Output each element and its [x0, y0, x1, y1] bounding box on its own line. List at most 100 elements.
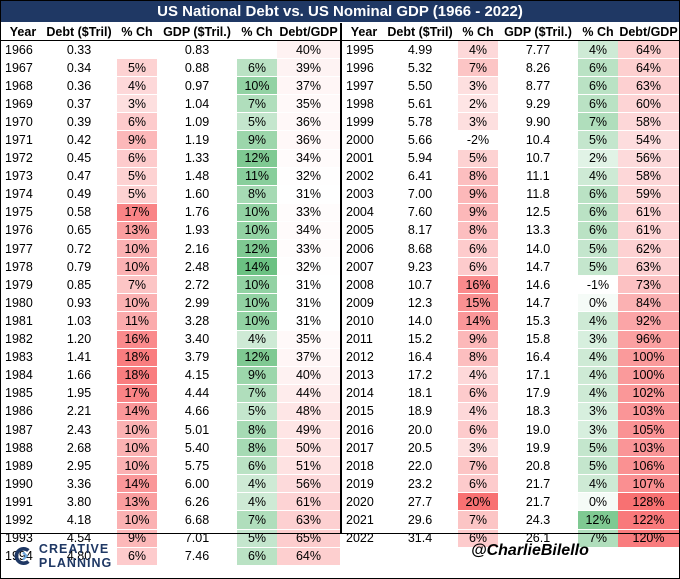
table-row: 2017 20.5 3% 19.9 5% 103% — [342, 438, 679, 458]
cell-gdp-pct: 10% — [237, 311, 277, 331]
header-row: Year Debt ($Tril) % Ch GDP ($Tril.) % Ch… — [1, 23, 340, 41]
cell-debt-gdp: 35% — [277, 330, 340, 349]
cell-gdp-pct — [237, 40, 277, 60]
header-debt-pct: % Ch — [458, 23, 498, 41]
cell-debt: 14.0 — [382, 311, 458, 331]
cell-debt-gdp: 31% — [277, 293, 340, 313]
cell-debt-gdp: 33% — [277, 203, 340, 222]
cell-gdp-pct: 4% — [237, 330, 277, 349]
cell-debt: 0.36 — [41, 76, 117, 96]
cell-gdp: 19.9 — [498, 438, 578, 458]
cell-debt: 0.37 — [41, 94, 117, 114]
cell-debt-gdp: 44% — [277, 384, 340, 403]
cell-debt: 0.45 — [41, 149, 117, 168]
cell-debt-pct: 14% — [117, 402, 157, 421]
cell-debt-gdp: 64% — [618, 40, 679, 60]
table-row: 1972 0.45 6% 1.33 12% 34% — [1, 149, 340, 168]
cell-debt: 5.61 — [382, 94, 458, 114]
cell-debt-gdp: 61% — [618, 203, 679, 222]
cell-gdp: 3.79 — [157, 348, 237, 367]
cell-debt: 4.80 — [41, 547, 117, 566]
table-row: 2007 9.23 6% 14.7 5% 63% — [342, 257, 679, 277]
cell-gdp: 1.60 — [157, 185, 237, 204]
cell-debt: 8.17 — [382, 221, 458, 241]
cell-year: 2016 — [342, 420, 382, 440]
cell-gdp: 12.5 — [498, 203, 578, 222]
cell-year: 2010 — [342, 311, 382, 331]
table-row: 2005 8.17 8% 13.3 6% 61% — [342, 221, 679, 241]
cell-gdp-pct: 6% — [578, 221, 618, 241]
cell-debt: 1.95 — [41, 384, 117, 403]
cell-gdp: 5.75 — [157, 456, 237, 476]
cell-debt-pct: 6% — [458, 257, 498, 277]
cell-gdp: 1.33 — [157, 149, 237, 168]
table-row: 1973 0.47 5% 1.48 11% 32% — [1, 167, 340, 186]
cell-debt-gdp: 62% — [618, 239, 679, 259]
cell-gdp: 9.29 — [498, 94, 578, 114]
table-row: 1979 0.85 7% 2.72 10% 31% — [1, 275, 340, 295]
cell-gdp-pct: 10% — [237, 203, 277, 222]
cell-debt-gdp: 39% — [277, 58, 340, 78]
cell-gdp-pct: 4% — [578, 384, 618, 403]
cell-year: 1999 — [342, 112, 382, 132]
cell-year: 2001 — [342, 149, 382, 168]
cell-debt-pct: 7% — [458, 456, 498, 476]
cell-debt-pct — [117, 40, 157, 60]
table-row: 2004 7.60 9% 12.5 6% 61% — [342, 203, 679, 222]
cell-debt: 0.42 — [41, 130, 117, 150]
cell-debt: 3.36 — [41, 474, 117, 494]
cell-debt: 12.3 — [382, 293, 458, 313]
cell-debt-pct: 13% — [117, 221, 157, 241]
cell-gdp: 2.48 — [157, 257, 237, 277]
cell-year: 1994 — [1, 547, 41, 566]
cell-debt-pct: 4% — [117, 76, 157, 96]
cell-debt-gdp: 37% — [277, 348, 340, 367]
cell-debt-pct: 5% — [458, 149, 498, 168]
table-row: 1968 0.36 4% 0.97 10% 37% — [1, 76, 340, 96]
cell-debt-gdp: 102% — [618, 384, 679, 403]
cell-gdp-pct: 12% — [237, 348, 277, 367]
cell-debt: 5.32 — [382, 58, 458, 78]
creative-planning-c-logo-icon — [14, 546, 30, 566]
cell-debt-pct: 4% — [458, 402, 498, 421]
cell-gdp-pct: 6% — [578, 203, 618, 222]
header-gdp-pct: % Ch — [237, 23, 277, 41]
cell-gdp-pct: 6% — [578, 58, 618, 78]
cell-debt-gdp: 35% — [277, 94, 340, 114]
table-row: 1967 0.34 5% 0.88 6% 39% — [1, 58, 340, 78]
cell-debt: 1.66 — [41, 366, 117, 385]
table-row: 2013 17.2 4% 17.1 4% 100% — [342, 366, 679, 385]
cell-debt: 31.4 — [382, 529, 458, 548]
header-debt-gdp: Debt/GDP — [618, 23, 679, 41]
cell-gdp-pct: 6% — [578, 76, 618, 96]
cell-debt-gdp: 37% — [277, 76, 340, 96]
cell-gdp-pct: 5% — [237, 402, 277, 421]
cell-debt: 0.39 — [41, 112, 117, 132]
table-row: 1997 5.50 3% 8.77 6% 63% — [342, 76, 679, 96]
cell-debt-gdp: 32% — [277, 257, 340, 277]
cell-debt: 15.2 — [382, 330, 458, 349]
table-row: 2006 8.68 6% 14.0 5% 62% — [342, 239, 679, 259]
cell-debt: 4.99 — [382, 40, 458, 60]
cell-gdp: 4.15 — [157, 366, 237, 385]
cell-gdp-pct: -1% — [578, 275, 618, 295]
cell-year: 2020 — [342, 492, 382, 512]
cell-debt-gdp: 92% — [618, 311, 679, 331]
cell-debt: 9.23 — [382, 257, 458, 277]
table-row: 1986 2.21 14% 4.66 5% 48% — [1, 402, 340, 421]
cell-gdp-pct: 6% — [237, 456, 277, 476]
cell-gdp-pct: 7% — [578, 112, 618, 132]
cell-debt-pct: 18% — [117, 348, 157, 367]
table-row: 1980 0.93 10% 2.99 10% 31% — [1, 293, 340, 313]
cell-gdp: 15.3 — [498, 311, 578, 331]
cell-debt-pct: 6% — [117, 149, 157, 168]
cell-debt: 5.94 — [382, 149, 458, 168]
cell-debt: 22.0 — [382, 456, 458, 476]
cell-gdp: 1.04 — [157, 94, 237, 114]
cell-debt-gdp: 33% — [277, 239, 340, 259]
cell-debt-pct: 20% — [458, 492, 498, 512]
cell-gdp: 17.9 — [498, 384, 578, 403]
cell-year: 2005 — [342, 221, 382, 241]
cell-debt-gdp: 120% — [618, 529, 679, 548]
cell-year: 1989 — [1, 456, 41, 476]
